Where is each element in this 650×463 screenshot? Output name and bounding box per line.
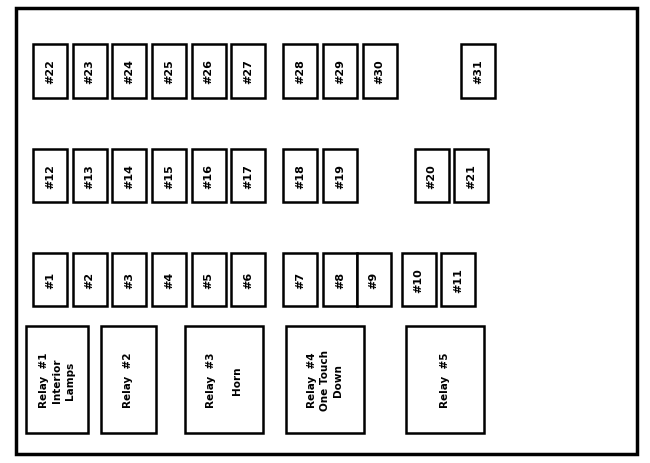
Bar [406, 326, 484, 433]
Text: #16: #16 [203, 163, 214, 188]
Bar [192, 45, 226, 99]
Bar [101, 326, 156, 433]
Text: #26: #26 [203, 59, 214, 84]
Text: #9: #9 [369, 271, 379, 289]
Bar [112, 149, 146, 203]
Bar [33, 45, 67, 99]
Text: #30: #30 [374, 59, 385, 84]
Text: Relay  #4
One Touch
Down: Relay #4 One Touch Down [307, 349, 343, 410]
Bar [185, 326, 263, 433]
Text: #17: #17 [243, 163, 254, 188]
Text: #3: #3 [124, 272, 135, 288]
Bar [112, 254, 146, 307]
Bar [152, 254, 186, 307]
Bar [323, 254, 357, 307]
Bar [112, 45, 146, 99]
Text: #21: #21 [466, 163, 476, 188]
Bar [73, 45, 107, 99]
Bar [323, 45, 357, 99]
Bar [231, 254, 265, 307]
Text: #4: #4 [164, 271, 174, 289]
Text: #13: #13 [84, 163, 95, 188]
Text: #18: #18 [295, 163, 306, 188]
Bar [461, 45, 495, 99]
Bar [363, 45, 396, 99]
Text: #25: #25 [164, 59, 174, 84]
Bar [231, 45, 265, 99]
Text: #15: #15 [164, 163, 174, 188]
Bar [152, 149, 186, 203]
Text: #22: #22 [45, 59, 55, 84]
Bar [33, 254, 67, 307]
Bar [286, 326, 364, 433]
Bar [33, 149, 67, 203]
Text: #1: #1 [45, 272, 55, 288]
Text: Relay  #2: Relay #2 [124, 352, 133, 407]
Text: Relay  #3

Horn: Relay #3 Horn [206, 352, 242, 407]
Bar [402, 254, 436, 307]
Bar [441, 254, 475, 307]
Bar [323, 149, 357, 203]
Bar [73, 254, 107, 307]
Text: #2: #2 [84, 272, 95, 288]
Bar [152, 45, 186, 99]
Bar [357, 254, 391, 307]
Text: #11: #11 [453, 268, 463, 293]
Bar [192, 149, 226, 203]
Text: #24: #24 [124, 59, 135, 84]
Text: #19: #19 [335, 163, 345, 188]
Bar [231, 149, 265, 203]
Text: #6: #6 [243, 271, 254, 289]
Text: Relay  #1
Interior
Lamps: Relay #1 Interior Lamps [39, 352, 75, 407]
Text: #12: #12 [45, 163, 55, 188]
Text: #10: #10 [413, 268, 424, 293]
Text: #28: #28 [295, 59, 306, 84]
Text: Relay  #5: Relay #5 [440, 352, 450, 407]
Text: #8: #8 [335, 272, 345, 288]
Bar [415, 149, 448, 203]
Text: #29: #29 [335, 59, 345, 84]
Bar [26, 326, 88, 433]
Bar [454, 149, 488, 203]
Bar [192, 254, 226, 307]
Text: #20: #20 [426, 163, 437, 188]
Text: #23: #23 [84, 59, 95, 84]
Bar [283, 254, 317, 307]
Text: #7: #7 [295, 272, 306, 288]
Bar [283, 45, 317, 99]
Text: #14: #14 [124, 163, 135, 188]
Text: #5: #5 [203, 272, 214, 288]
Bar [283, 149, 317, 203]
Bar [73, 149, 107, 203]
Text: #31: #31 [473, 59, 483, 84]
Text: #27: #27 [243, 59, 254, 84]
